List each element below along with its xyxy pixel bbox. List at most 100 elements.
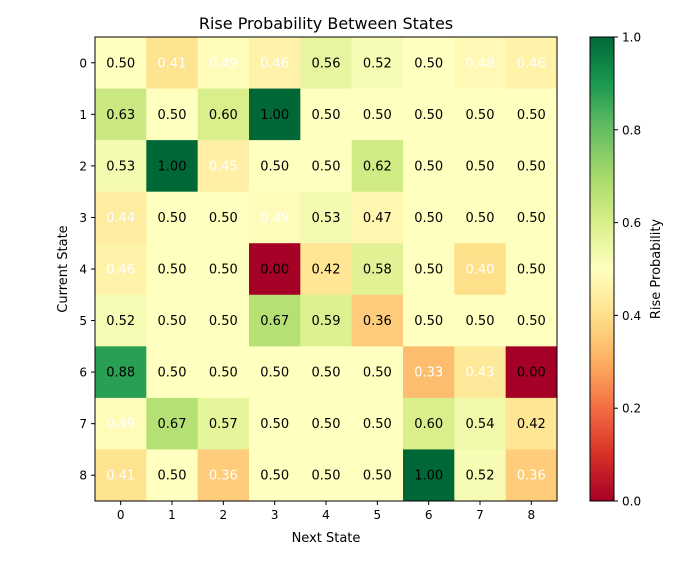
cell-value-label-0-6: 0.50 xyxy=(414,56,443,71)
heatmap-cell-7-5 xyxy=(351,397,404,450)
x-tick-label-6: 6 xyxy=(425,508,433,522)
heatmap-cell-7-7 xyxy=(454,397,507,450)
cell-value-label-2-2: 0.45 xyxy=(209,159,238,174)
heatmap-cell-6-4 xyxy=(300,346,353,399)
x-tick-label-0: 0 xyxy=(117,508,125,522)
heatmap-cell-1-3 xyxy=(249,88,301,141)
heatmap-cell-1-4 xyxy=(300,88,353,141)
heatmap-cell-3-5 xyxy=(351,191,404,244)
heatmap-cell-5-0 xyxy=(95,294,147,347)
colorbar-axis: 0.0 0.2 0.4 0.6 0.8 1.0 xyxy=(614,31,641,509)
heatmap-cell-4-7 xyxy=(454,243,507,296)
heatmap-cell-8-6 xyxy=(403,449,455,502)
cell-value-label-3-4: 0.53 xyxy=(312,211,341,226)
heatmap-cell-0-7 xyxy=(454,37,507,90)
heatmap-cell-0-8 xyxy=(505,37,558,90)
cell-value-label-3-2: 0.50 xyxy=(209,211,238,226)
heatmap-cell-2-8 xyxy=(505,140,558,193)
cell-value-label-4-3: 0.00 xyxy=(260,263,289,278)
x-tick-label-1: 1 xyxy=(168,508,176,522)
cell-value-label-3-8: 0.50 xyxy=(517,211,546,226)
heatmap-cell-1-6 xyxy=(403,88,455,141)
cell-value-label-5-7: 0.50 xyxy=(466,314,495,329)
cell-value-label-6-1: 0.50 xyxy=(158,366,187,381)
heatmap-cell-8-1 xyxy=(146,449,199,502)
heatmap-cell-0-4 xyxy=(300,37,353,90)
heatmap-cell-1-2 xyxy=(197,88,250,141)
cell-value-label-7-6: 0.60 xyxy=(414,417,443,432)
cell-value-label-5-5: 0.36 xyxy=(363,314,392,329)
y-tick-label-1: 1 xyxy=(79,108,87,122)
cell-value-label-2-3: 0.50 xyxy=(260,159,289,174)
colorbar-tick-label-3: 0.6 xyxy=(622,216,641,230)
cell-value-label-1-1: 0.50 xyxy=(158,108,187,123)
cell-value-label-6-2: 0.50 xyxy=(209,366,238,381)
cell-value-label-7-0: 0.49 xyxy=(106,417,135,432)
x-tick-label-7: 7 xyxy=(476,508,484,522)
y-axis: 0 1 2 3 4 5 6 7 8 xyxy=(79,56,95,483)
cell-value-label-7-4: 0.50 xyxy=(312,417,341,432)
cell-value-label-7-2: 0.57 xyxy=(209,417,238,432)
heatmap-cell-5-8 xyxy=(505,294,558,347)
heatmap-cell-3-0 xyxy=(95,191,147,244)
colorbar-tick-label-2: 0.4 xyxy=(622,309,641,323)
cell-value-label-8-6: 1.00 xyxy=(414,469,443,484)
heatmap-cell-7-2 xyxy=(197,397,250,450)
cell-value-label-3-7: 0.50 xyxy=(466,211,495,226)
cell-value-label-0-3: 0.46 xyxy=(260,56,289,71)
heatmap-cell-3-3 xyxy=(249,191,301,244)
cell-value-label-7-1: 0.67 xyxy=(158,417,187,432)
chart-title: Rise Probability Between States xyxy=(199,14,453,33)
x-axis: 0 1 2 3 4 5 6 7 8 xyxy=(117,501,535,522)
heatmap-cell-7-4 xyxy=(300,397,353,450)
cell-value-label-5-1: 0.50 xyxy=(158,314,187,329)
y-tick-label-7: 7 xyxy=(79,417,87,431)
heatmap-cell-5-5 xyxy=(351,294,404,347)
cell-value-label-8-0: 0.41 xyxy=(106,469,135,484)
heatmap-cell-2-0 xyxy=(95,140,147,193)
y-axis-label: Current State xyxy=(56,225,71,312)
cell-value-label-8-7: 0.52 xyxy=(466,469,495,484)
heatmap-cell-0-2 xyxy=(197,37,250,90)
y-tick-label-6: 6 xyxy=(79,366,87,380)
heatmap-cell-8-7 xyxy=(454,449,507,502)
heatmap-cell-5-4 xyxy=(300,294,353,347)
heatmap-cell-3-6 xyxy=(403,191,455,244)
cell-value-label-1-4: 0.50 xyxy=(312,108,341,123)
heatmap-cell-7-1 xyxy=(146,397,199,450)
heatmap-cell-6-7 xyxy=(454,346,507,399)
cell-value-label-3-6: 0.50 xyxy=(414,211,443,226)
heatmap-cell-6-6 xyxy=(403,346,455,399)
y-tick-label-5: 5 xyxy=(79,314,87,328)
heatmap-cell-6-0 xyxy=(95,346,147,399)
heatmap-cell-7-0 xyxy=(95,397,147,450)
colorbar-label: Rise Probability xyxy=(649,219,664,320)
colorbar-tick-label-1: 0.2 xyxy=(622,402,641,416)
cell-value-label-5-6: 0.50 xyxy=(414,314,443,329)
cell-value-label-3-0: 0.44 xyxy=(106,211,135,226)
cell-value-label-6-5: 0.50 xyxy=(363,366,392,381)
cell-value-label-1-6: 0.50 xyxy=(414,108,443,123)
cell-value-label-3-3: 0.49 xyxy=(260,211,289,226)
cell-value-label-4-7: 0.40 xyxy=(466,263,495,278)
heatmap-cell-1-0 xyxy=(95,88,147,141)
heatmap-cell-8-5 xyxy=(351,449,404,502)
heatmap-cell-1-5 xyxy=(351,88,404,141)
y-tick-label-2: 2 xyxy=(79,159,87,173)
cell-value-label-7-5: 0.50 xyxy=(363,417,392,432)
x-axis-label: Next State xyxy=(292,531,361,546)
heatmap-cell-6-1 xyxy=(146,346,199,399)
cell-value-label-4-2: 0.50 xyxy=(209,263,238,278)
cell-value-label-6-8: 0.00 xyxy=(517,366,546,381)
heatmap-cell-6-3 xyxy=(249,346,301,399)
heatmap-cell-5-2 xyxy=(197,294,250,347)
heatmap-cell-2-3 xyxy=(249,140,301,193)
heatmap-cell-1-8 xyxy=(505,88,558,141)
colorbar-tick-label-0: 0.0 xyxy=(622,495,641,509)
heatmap-cell-7-3 xyxy=(249,397,301,450)
heatmap-cell-2-7 xyxy=(454,140,507,193)
cell-value-label-7-7: 0.54 xyxy=(466,417,495,432)
heatmap-cell-7-6 xyxy=(403,397,455,450)
cell-value-label-4-1: 0.50 xyxy=(158,263,187,278)
